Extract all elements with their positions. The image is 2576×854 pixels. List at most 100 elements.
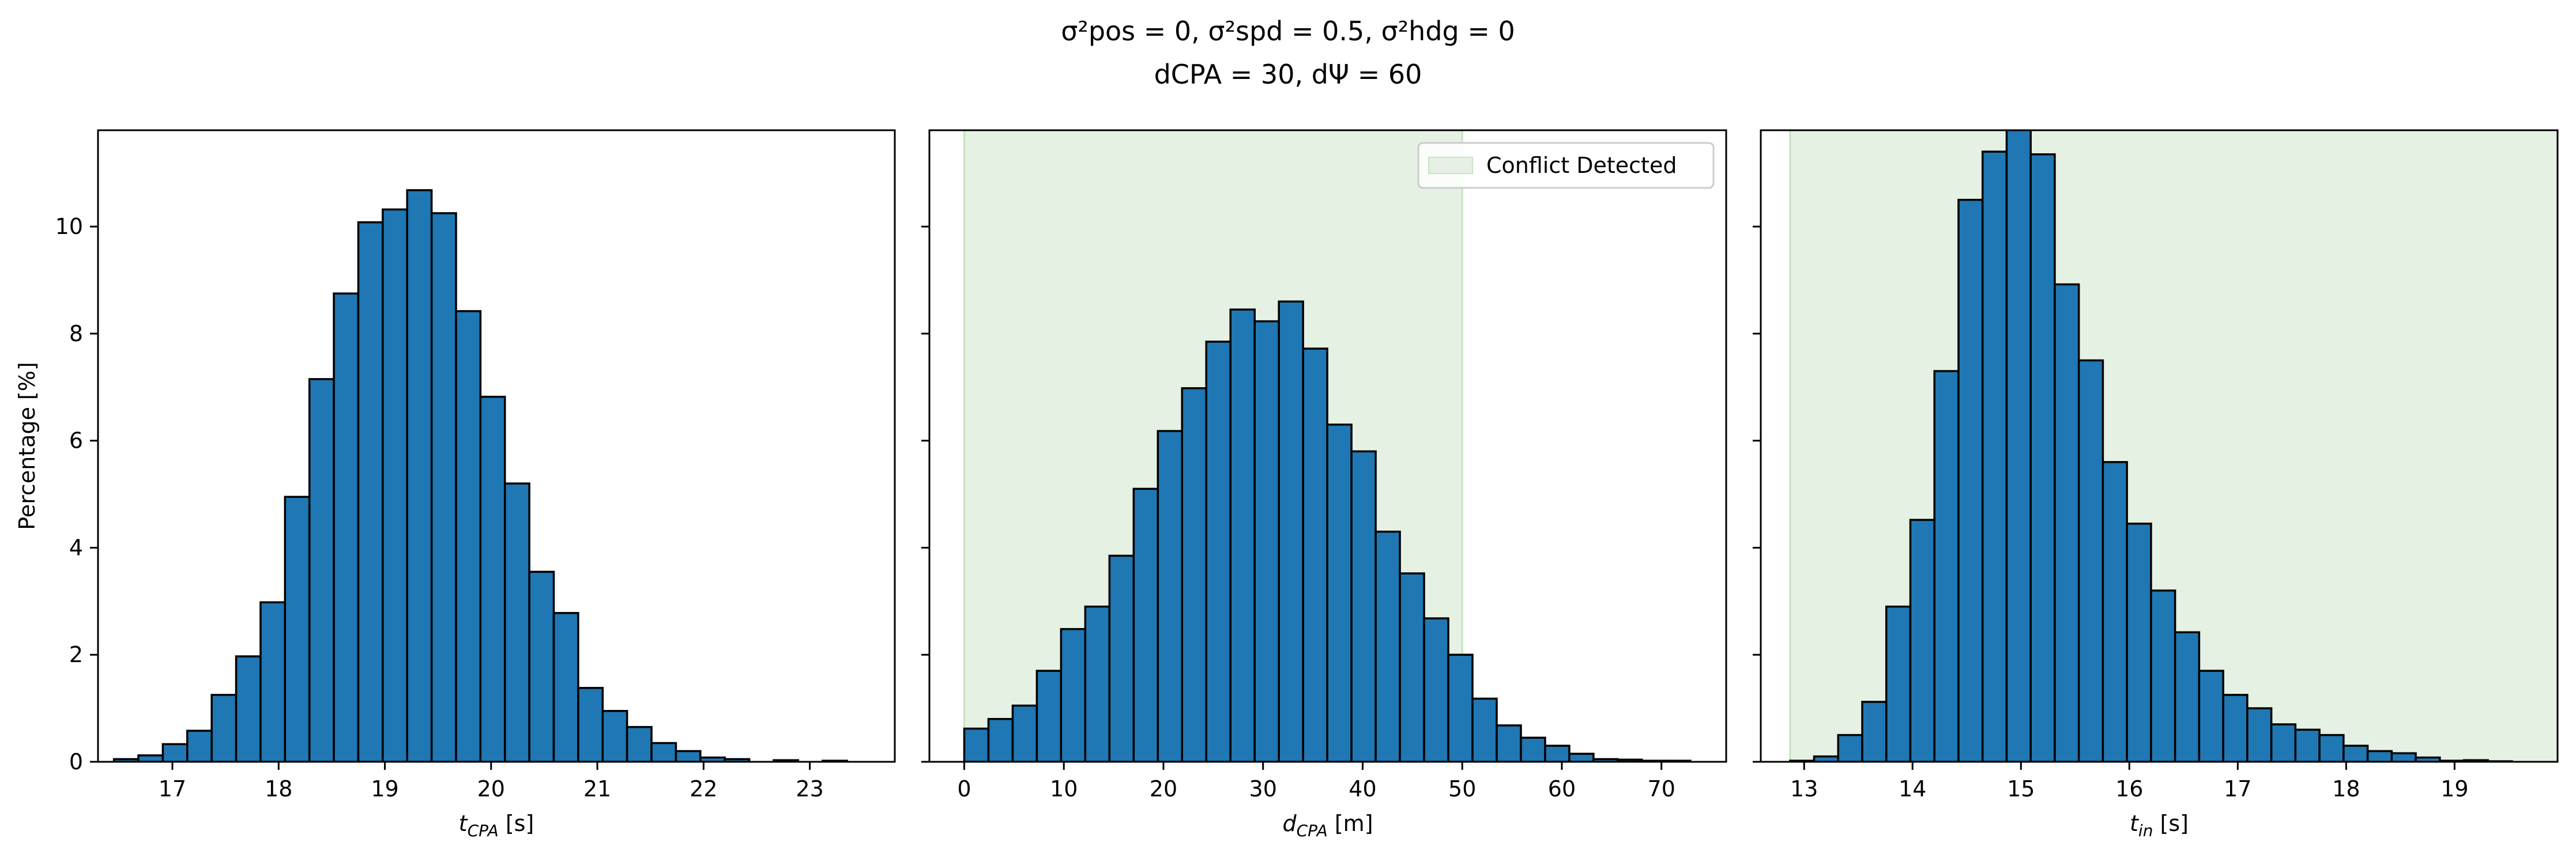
legend-swatch [1428,157,1473,174]
x-tick-label: 15 [2007,776,2035,802]
histogram-bar [528,570,555,762]
histogram-bar [503,482,530,762]
x-axis-label-unit: [s] [499,811,534,836]
histogram-bar [284,496,311,762]
x-tick-label: 40 [1349,776,1376,802]
x-tick-label: 30 [1249,776,1277,802]
histogram-bar [1861,701,1888,762]
x-axis-label: dCPA [m] [1282,811,1373,840]
axes-frame [97,129,896,763]
histogram-bar [2005,130,2032,762]
histogram-bar [1084,605,1111,762]
histogram-bar [1229,308,1256,762]
histogram-bar [1981,150,2008,762]
histogram-bar [1350,450,1377,762]
plot-area [112,189,848,762]
histogram-bar [1933,370,1960,762]
x-axis-label-symbol: t [2130,811,2140,836]
x-tick-label: 60 [1548,776,1576,802]
histogram-bar [552,612,579,762]
y-tick-label: 8 [69,321,83,346]
histogram-bar [1253,320,1280,762]
histogram-bar [333,292,360,762]
x-axis-label-subscript: in [2138,821,2153,840]
subplot-2: 0 10 20 30 40 50 60 70 dCPA [m] Conflict Detected [921,129,1727,840]
histogram-bar [2270,723,2297,762]
y-tick-label: 0 [69,749,83,774]
x-tick-label: 13 [1790,776,1818,802]
plot-area [963,130,1692,762]
histogram-bar [479,395,506,762]
x-tick-label: 18 [265,776,292,802]
y-tick-label: 10 [55,214,83,239]
histogram-bar [2174,631,2201,762]
histogram-bar [1496,724,1522,762]
histogram-bar [2390,752,2417,762]
histogram-bar [186,730,213,762]
x-axis-label-symbol: t [459,811,469,836]
histogram-bar [1957,198,1984,762]
x-axis-label: tin [s] [2130,811,2189,840]
histogram-bar [2150,590,2176,762]
axes-frame [928,129,1727,763]
histogram-bar [2102,461,2128,762]
axes-frame [1760,129,2559,763]
x-axis-label-symbol: d [1282,811,1297,836]
histogram-bar [2222,694,2249,762]
x-tick-label: 19 [2441,776,2468,802]
histogram-bar [1568,753,1595,762]
x-axis-label-unit: [m] [1328,811,1373,836]
histogram-bar [1157,430,1184,762]
histogram-bar [2029,153,2056,762]
x-tick-label: 18 [2332,776,2360,802]
histogram-bar [1885,605,1912,762]
x-tick-label: 70 [1648,776,1675,802]
histogram-bar [1302,347,1328,762]
legend: Conflict Detected [1417,142,1715,189]
histogram-bar [2366,750,2393,762]
x-axis-label-subscript: CPA [1297,821,1328,840]
x-tick-label: 21 [583,776,611,802]
x-tick-label: 17 [2224,776,2251,802]
histogram-bar [2246,707,2273,762]
histogram-bar [2294,728,2321,762]
histogram-bar [1035,670,1063,762]
histogram-bar [161,743,189,762]
histogram-bar [357,221,384,762]
x-tick-label: 14 [1899,776,1926,802]
y-tick-label: 4 [69,535,83,560]
histogram-bar [1181,387,1207,762]
x-tick-label: 17 [159,776,186,802]
x-tick-label: 19 [371,776,398,802]
histogram-bar [2318,734,2345,762]
histogram-bar [2126,522,2152,762]
histogram-bar [1132,488,1159,762]
histogram-bar [650,742,677,762]
y-axis-label: Percentage [%] [14,362,40,530]
histogram-bar [1837,734,1863,762]
histogram-bar [675,750,702,762]
histogram-bar [1447,653,1474,762]
plot-area [1789,130,2558,762]
x-axis-label: tCPA [s] [459,811,534,840]
histogram-bar [2077,359,2104,762]
legend-box [1417,142,1715,189]
x-tick-label: 16 [2115,776,2143,802]
histogram-bar [1520,736,1546,762]
histogram-bar [455,310,482,762]
histogram-bar [601,710,628,762]
x-tick-label: 20 [477,776,505,802]
histogram-bar [406,189,433,762]
figure-title-line1: σ²pos = 0, σ²spd = 0.5, σ²hdg = 0 [1061,16,1515,47]
histogram-bar [210,694,238,762]
x-tick-label: 0 [957,776,971,802]
x-tick-label: 20 [1150,776,1177,802]
x-tick-label: 23 [796,776,823,802]
histogram-bar [382,208,408,762]
histogram-bar [626,725,653,762]
histogram-bar [1108,554,1135,762]
legend-label: Conflict Detected [1486,153,1677,178]
histogram-bar [1326,424,1353,762]
